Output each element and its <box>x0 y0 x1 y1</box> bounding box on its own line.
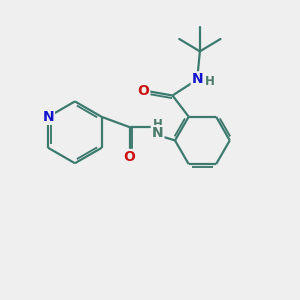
Text: N: N <box>192 72 203 86</box>
Text: H: H <box>205 75 215 88</box>
Text: O: O <box>137 84 149 98</box>
Text: O: O <box>124 150 136 164</box>
Text: N: N <box>42 110 54 124</box>
Text: N: N <box>152 126 164 140</box>
Text: H: H <box>153 118 163 131</box>
